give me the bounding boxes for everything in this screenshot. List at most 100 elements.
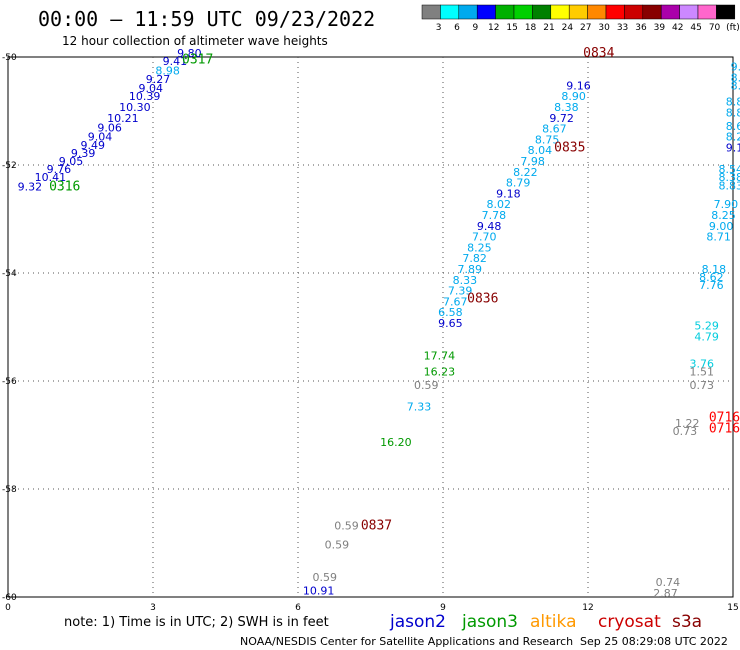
colorbar-label: 18 [525,23,537,33]
wave-height-label: 16.20 [380,436,412,449]
wave-height-label: 9.39 [71,147,96,160]
pass-time-label: 0317 [182,52,213,67]
colorbar-swatch [697,4,717,20]
colorbar-label: 3 [436,23,442,33]
plot-frame [7,56,734,598]
colorbar-swatch [716,4,736,20]
colorbar-swatch [568,4,588,20]
footer: note: 1) Time is in UTC; 2) SWH is in fe… [64,612,728,648]
wave-height-label: 8.62 [699,271,724,284]
colorbar-swatch [605,4,625,20]
wave-height-label: 8.38 [554,101,579,114]
y-tick-label: -50 [2,53,17,63]
satellite-legend-entry: jason2 [389,612,446,632]
plot-area: 0 3 6 9 12 15-50-52-54-56-58-609.3210.419.769… [2,46,740,613]
colorbar-label: 21 [543,23,554,33]
wave-height-label: 8.79 [506,177,531,190]
wave-height-label: 8.04 [528,144,553,157]
colorbar-label: 70 [709,23,721,33]
colorbar-swatch [476,4,496,20]
colorbar-label: 42 [672,23,683,33]
wave-height-label: 1.22 [675,417,700,430]
wave-height-label: 0.73 [673,425,698,438]
wave-height-label: 7.82 [462,252,487,265]
wave-height-label: 8.71 [706,231,731,244]
wave-height-label: 9.76 [47,163,72,176]
color-legend: 3 6 9 12 15 18 21 24 27 30 33 36 39 42 45 70 (ft) [421,4,740,33]
wave-height-label: 7.76 [699,279,724,292]
wave-height-label: 9.72 [549,112,574,125]
wave-height-label: 17.74 [424,349,456,362]
pass-time-label: 0316 [49,179,80,194]
colorbar-swatch [642,4,662,20]
colorbar-label: 45 [690,23,701,33]
y-tick-label: -60 [2,593,17,603]
colorbar-swatch [550,4,570,20]
pass-time-label: 0716 [709,411,740,426]
x-tick-label: 0 [5,603,11,613]
x-tick-label: 3 [150,603,156,613]
wave-height-label: 10.41 [35,171,66,184]
wave-height-label: 8.75 [535,133,560,146]
wave-height-label: 8.33 [453,274,478,287]
wave-height-label: 9.80 [177,47,202,60]
colorbar-swatch [660,4,680,20]
wave-height-label: 4.79 [694,331,719,344]
x-tick-label: 6 [295,603,301,613]
pass-time-label: 0716 [709,421,740,436]
wave-height-label: 0.74 [656,576,681,589]
wave-height-label: 8.67 [542,123,567,136]
wave-height-label: 8.98 [155,64,180,77]
timestamp-text: Sep 25 08:29:08 UTC 2022 [580,635,728,648]
x-tick-label: 15 [727,603,738,613]
wave-height-label: 9.18 [496,187,520,200]
wave-height-label: 7.78 [482,209,507,222]
wave-height-label: 8.9 [731,71,740,84]
wave-height-label: 8.90 [561,90,586,103]
y-tick-label: -56 [2,377,17,387]
colorbar-swatch [440,4,460,20]
satellite-legend: jason2 jason3 altika cryosat s3a [389,612,702,632]
y-tick-label: -58 [2,485,17,495]
pass-time-label: 0835 [554,141,585,156]
colorbar-swatch [587,4,607,20]
colorbar-swatch [421,4,441,20]
wave-height-label: 8.54 [719,163,740,176]
wave-height-label: 1.51 [690,366,715,379]
satellite-legend-entry: s3a [672,612,702,632]
wave-height-label: 7.39 [448,285,473,298]
colorbar-label: 9 [472,23,478,33]
wave-height-label: 10.91 [303,584,335,597]
pass-time-label: 0837 [361,519,392,534]
wave-height-label: 0.59 [313,571,338,584]
colorbar-label: 27 [580,23,591,33]
wave-height-label: 8.25 [467,241,492,254]
wave-height-label: 7.70 [472,231,497,244]
wave-height-label: 5.29 [694,320,719,333]
wave-height-label: 9.27 [146,73,171,86]
wave-height-label: 8.69 [726,120,740,133]
wave-height-label: 9.04 [139,82,164,95]
colorbar-label: (ft) [726,23,740,33]
colorbar-swatch [679,4,699,20]
colorbar-swatch [624,4,644,20]
wave-height-label: 9.4 [731,61,740,74]
wave-height-label: 10.21 [107,112,139,125]
credit-text: NOAA/NESDIS Center for Satellite Applica… [240,635,573,648]
wave-height-label: 9.32 [18,180,42,193]
wave-height-label: 7.90 [714,198,739,211]
chart-subtitle: 12 hour collection of altimeter wave hei… [62,34,328,48]
wave-height-label: 9.00 [709,220,734,233]
wave-height-label: 0.59 [414,379,439,392]
x-tick-label: 9 [440,603,446,613]
wave-height-label: 9.16 [726,142,740,155]
wave-height-label: 8.22 [513,166,538,179]
wave-height-label: 7.98 [520,155,545,168]
satellite-legend-entry: jason3 [461,612,518,632]
satellite-legend-entry: altika [530,612,577,632]
wave-height-label: 9.49 [81,139,106,152]
wave-height-label: 10.39 [129,90,161,103]
colorbar-swatch [458,4,478,20]
wave-height-label: 10.30 [119,101,150,114]
